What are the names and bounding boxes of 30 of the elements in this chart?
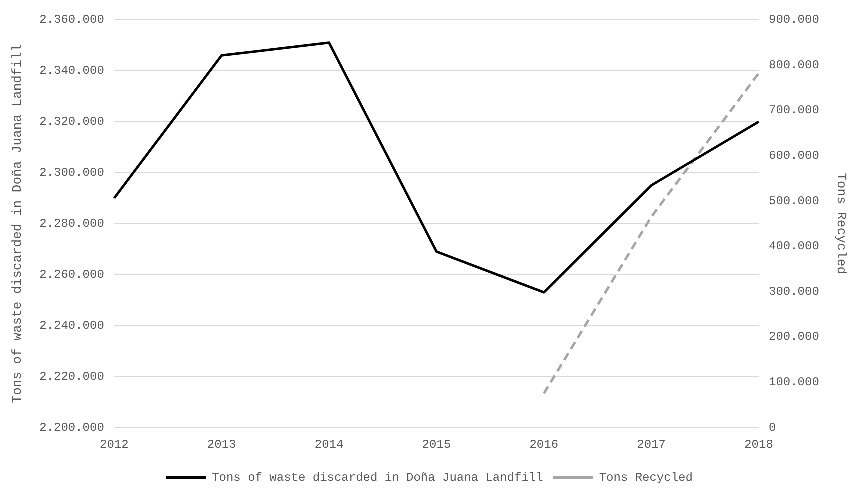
y2-tick-label: 300.000: [768, 284, 820, 299]
legend-label: Tons of waste discarded in Doña Juana Landfill: [212, 471, 544, 486]
y-tick-label: 2.200.000: [40, 420, 104, 435]
x-tick-label: 2015: [422, 438, 452, 452]
y2-tick-label: 400.000: [768, 240, 820, 254]
y-tick-label: 2.340.000: [40, 64, 104, 78]
y-tick-label: 2.220.000: [40, 370, 104, 384]
y2-tick-label: 600.000: [768, 149, 820, 164]
y2-tick-label: 200.000: [768, 330, 820, 344]
x-tick-label: 2013: [207, 438, 236, 452]
y-tick-label: 2.240.000: [40, 318, 104, 333]
y-tick-label: 2.300.000: [40, 166, 104, 180]
x-tick-label: 2018: [744, 438, 774, 452]
y-tick-label: 2.260.000: [40, 268, 104, 282]
y2-tick-label: 100.000: [768, 375, 820, 390]
y-tick-label: 2.280.000: [40, 216, 104, 231]
y2-tick-label: 800.000: [768, 58, 820, 72]
x-tick-label: 2012: [100, 438, 129, 452]
y2-tick-label: 900.000: [768, 13, 820, 28]
y-axis-title: Tons of waste discarded in Doña Juana Landfill: [10, 44, 26, 404]
y2-tick-label: 0: [768, 420, 776, 435]
y-tick-label: 2.320.000: [40, 115, 104, 130]
y2-axis-title: Tons Recycled: [834, 173, 849, 275]
y2-tick-label: 700.000: [768, 104, 820, 118]
legend-label: Tons Recycled: [599, 471, 693, 486]
x-tick-label: 2014: [314, 438, 344, 452]
x-tick-label: 2017: [637, 438, 666, 452]
y2-tick-label: 500.000: [768, 194, 820, 208]
y-tick-label: 2.360.000: [40, 13, 104, 28]
x-tick-label: 2016: [530, 438, 559, 452]
